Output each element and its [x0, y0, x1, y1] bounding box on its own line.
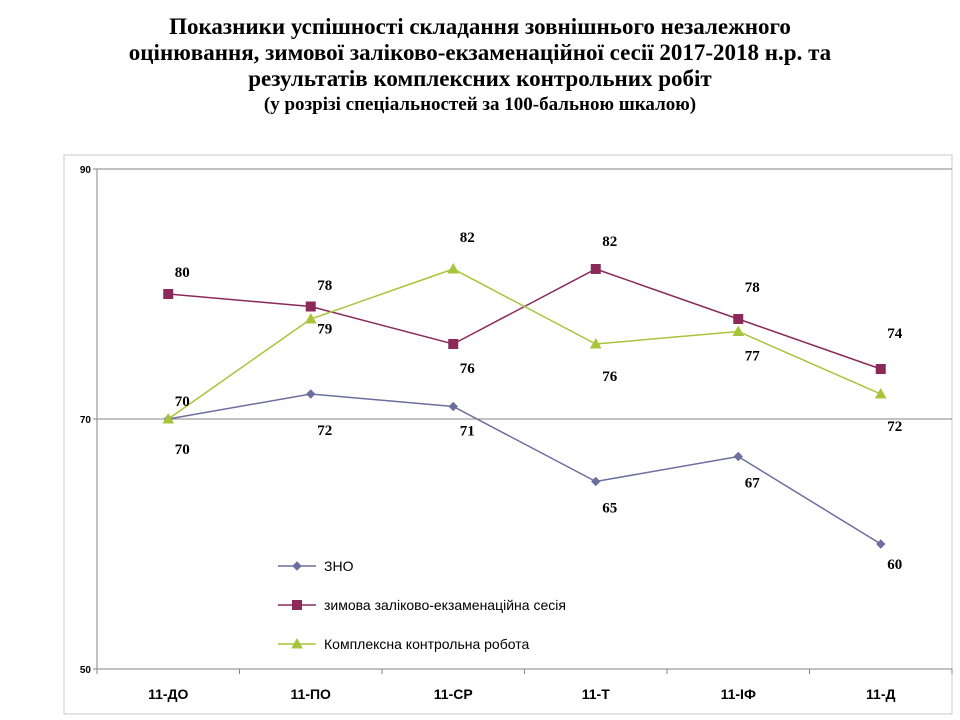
chart-title: Показники успішності складання зовнішньо…: [0, 14, 960, 118]
series-3-point: [162, 412, 175, 424]
series-line-1: [168, 393, 882, 545]
data-label: 65: [602, 501, 617, 517]
data-label: 67: [745, 476, 761, 492]
legend-label-1: ЗНО: [324, 558, 354, 574]
data-label: 70: [175, 442, 190, 458]
series-2-point: [305, 301, 316, 312]
data-label: 76: [460, 361, 476, 377]
data-label: 82: [460, 230, 475, 246]
y-tick-label: 90: [80, 165, 92, 176]
title-line-1: Показники успішності складання зовнішньо…: [169, 14, 791, 39]
subtitle: (у розрізі спеціальностей за 100-бальною…: [263, 94, 697, 115]
legend-label-2: зимова заліково-екзаменаційна сесія: [324, 597, 566, 613]
data-label: 60: [887, 557, 902, 573]
x-tick-label: 11-ІФ: [721, 686, 756, 702]
series-3-point: [447, 262, 460, 274]
data-label: 78: [745, 280, 760, 296]
x-tick-label: 11-Д: [866, 686, 895, 702]
series-1-point: [876, 539, 886, 549]
series-3-point: [304, 312, 317, 324]
data-label: 77: [745, 349, 761, 365]
legend-marker-3: [291, 637, 303, 649]
data-label: 82: [602, 234, 617, 250]
series-3-point: [732, 325, 745, 336]
x-tick-label: 11-ПО: [291, 686, 332, 702]
series-2-point: [590, 264, 601, 274]
series-1-point: [733, 451, 743, 462]
y-tick-label: 50: [80, 665, 92, 676]
data-label: 70: [175, 394, 190, 410]
x-tick-label: 11-ДО: [148, 686, 188, 702]
legend-marker-2: [292, 600, 302, 610]
y-tick-label: 70: [80, 415, 92, 426]
title-line-2: оцінювання, зимової заліково-екзаменацій…: [128, 40, 832, 65]
data-label: 76: [602, 369, 618, 385]
series-2-point: [163, 289, 174, 299]
series-3-point: [589, 337, 602, 349]
data-label: 72: [317, 423, 332, 439]
legend-label-3: Комплексна контрольна робота: [324, 636, 529, 652]
title-line-3: результатів комплексних контрольних робі…: [248, 66, 712, 91]
series-1-point: [591, 476, 601, 487]
data-label: 78: [317, 278, 332, 294]
series-2-point: [448, 339, 459, 349]
legend-marker-1: [292, 561, 302, 571]
series-1-point: [448, 401, 458, 412]
data-label: 72: [887, 419, 902, 435]
series-2-point: [875, 364, 886, 374]
data-label: 80: [175, 265, 190, 281]
data-label: 71: [460, 424, 475, 440]
series-2-point: [733, 314, 744, 324]
data-label: 79: [317, 322, 332, 338]
series-3-point: [874, 387, 887, 399]
series-1-point: [306, 389, 316, 399]
x-tick-label: 11-СР: [434, 686, 473, 702]
x-tick-label: 11-Т: [582, 686, 610, 702]
data-label: 74: [887, 326, 903, 342]
series-line-3: [167, 268, 882, 420]
